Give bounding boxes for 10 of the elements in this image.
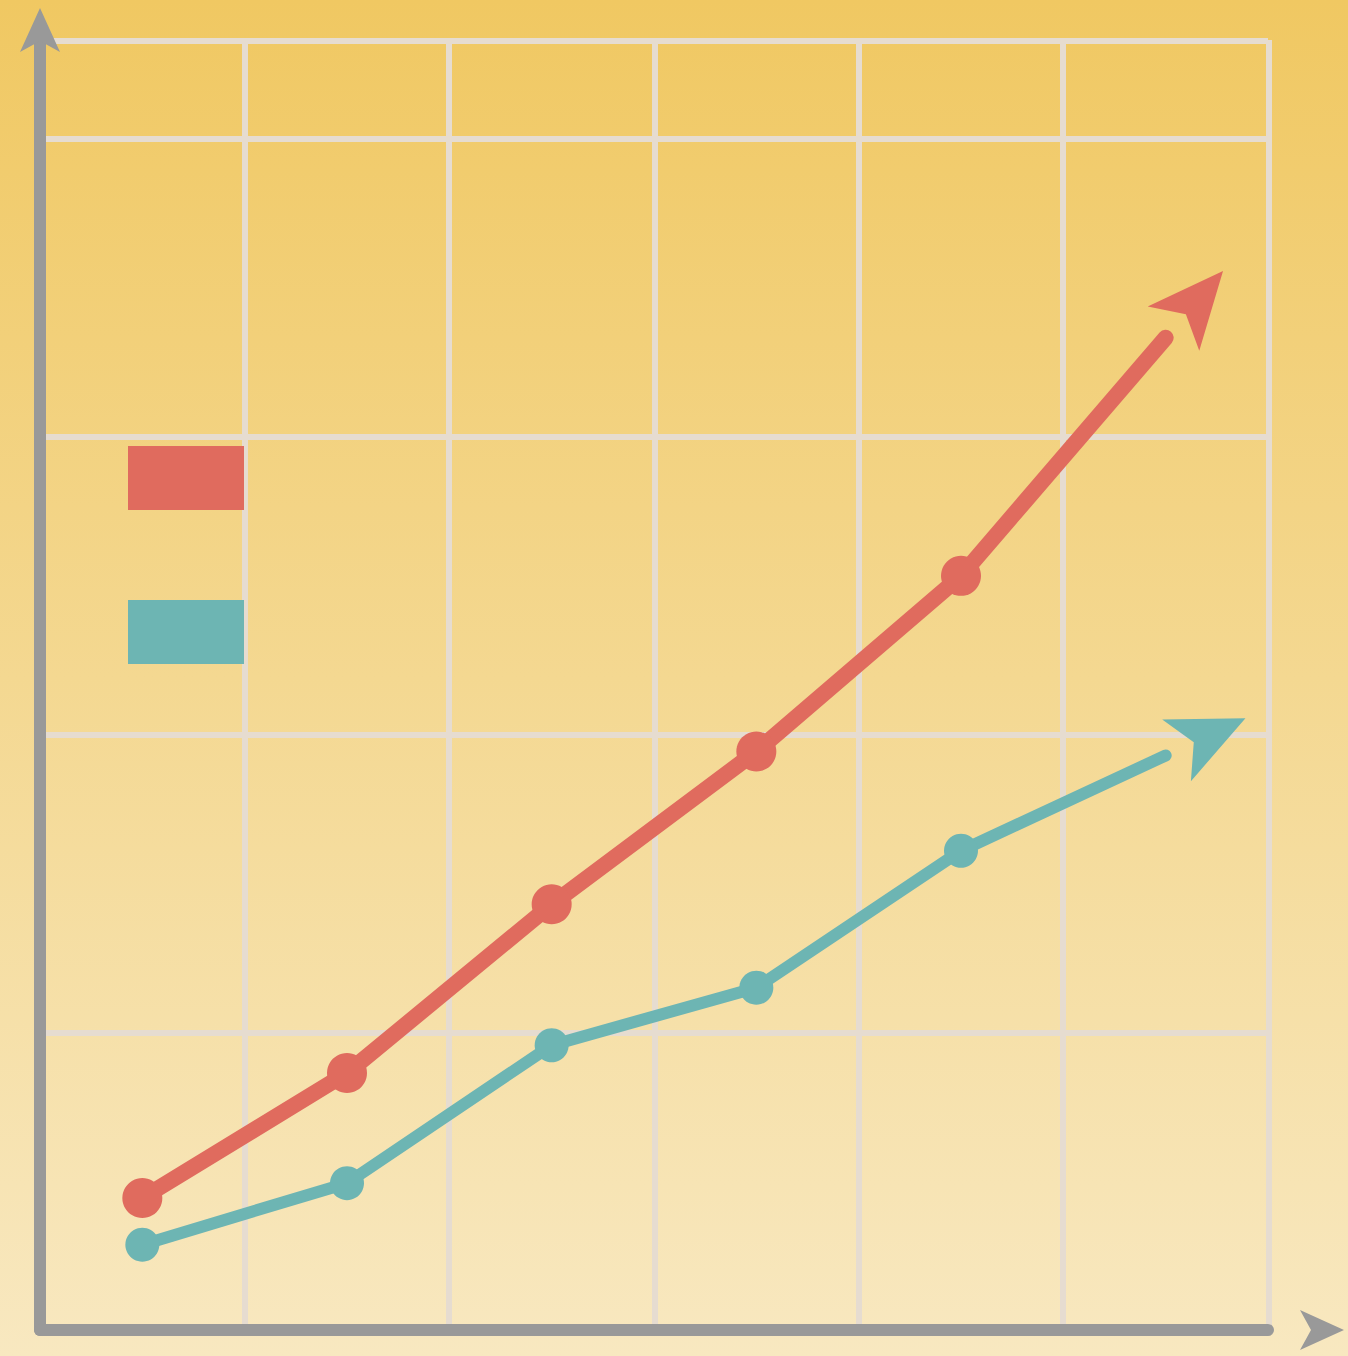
point: [739, 970, 774, 1005]
point: [944, 833, 978, 868]
point: [330, 1166, 364, 1201]
point: [125, 1227, 160, 1262]
point: [534, 1028, 569, 1063]
point: [941, 555, 981, 596]
point: [327, 1053, 367, 1093]
point: [531, 884, 572, 925]
point: [122, 1178, 163, 1219]
point: [736, 731, 777, 772]
